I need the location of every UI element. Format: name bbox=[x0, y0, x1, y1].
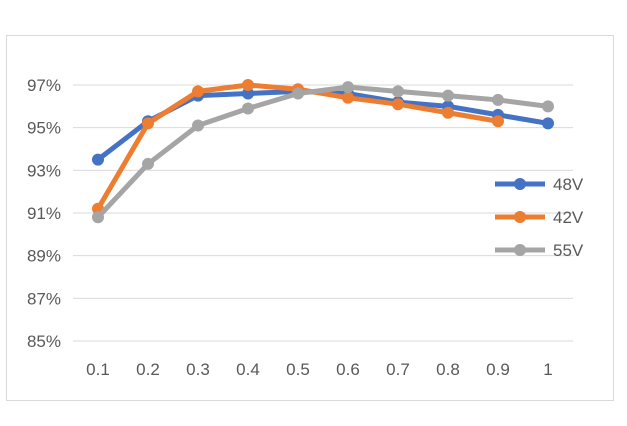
y-tick-label: 95% bbox=[27, 119, 61, 138]
data-point-42V bbox=[492, 115, 504, 128]
data-point-55V bbox=[542, 100, 554, 113]
data-point-55V bbox=[92, 211, 104, 224]
legend-swatch-marker bbox=[514, 244, 526, 256]
data-point-55V bbox=[192, 119, 204, 132]
legend: 48V 42V 55V bbox=[495, 175, 584, 260]
x-tick-label: 0.4 bbox=[236, 360, 260, 379]
data-point-55V bbox=[292, 87, 304, 100]
y-tick-label: 89% bbox=[27, 247, 61, 266]
data-point-55V bbox=[242, 102, 254, 115]
x-tick-label: 0.9 bbox=[486, 360, 510, 379]
data-point-42V bbox=[342, 91, 354, 104]
line-chart: 85% 87% 89% 91% 93% 95% 97% 0.1 0.2 0.3 0.4 0.5 0.6… bbox=[27, 76, 584, 379]
y-tick-label: 91% bbox=[27, 204, 61, 223]
x-tick-label: 0.8 bbox=[436, 360, 460, 379]
y-tick-label: 97% bbox=[27, 76, 61, 95]
y-axis-ticks: 85% 87% 89% 91% 93% 95% 97% bbox=[27, 76, 61, 351]
x-tick-label: 0.3 bbox=[186, 360, 210, 379]
data-point-42V bbox=[242, 79, 254, 91]
x-tick-label: 0.2 bbox=[136, 360, 160, 379]
x-tick-label: 1 bbox=[543, 360, 552, 379]
data-point-42V bbox=[192, 85, 204, 98]
legend-swatch-marker bbox=[514, 178, 526, 190]
legend-label: 48V bbox=[553, 175, 584, 194]
data-point-48V bbox=[242, 87, 254, 100]
data-point-55V bbox=[442, 89, 454, 102]
data-point-55V bbox=[342, 81, 354, 94]
data-point-48V bbox=[92, 153, 104, 166]
chart-area: 85% 87% 89% 91% 93% 95% 97% 0.1 0.2 0.3 0.4 0.5 0.6… bbox=[6, 35, 614, 401]
gridlines bbox=[73, 84, 573, 342]
data-point-42V bbox=[142, 117, 154, 130]
y-tick-label: 87% bbox=[27, 289, 61, 308]
x-tick-label: 0.5 bbox=[286, 360, 310, 379]
data-point-48V bbox=[542, 117, 554, 130]
legend-swatch-marker bbox=[514, 211, 526, 223]
series-lines bbox=[92, 79, 554, 224]
x-tick-label: 0.6 bbox=[336, 360, 360, 379]
x-tick-label: 0.1 bbox=[86, 360, 110, 379]
series-line-55V bbox=[95, 84, 551, 220]
y-tick-label: 85% bbox=[27, 332, 61, 351]
y-tick-label: 93% bbox=[27, 161, 61, 180]
data-point-55V bbox=[142, 157, 154, 170]
x-tick-label: 0.7 bbox=[386, 360, 410, 379]
data-point-42V bbox=[392, 98, 404, 111]
legend-label: 42V bbox=[553, 208, 584, 227]
data-point-55V bbox=[492, 93, 504, 106]
x-axis-ticks: 0.1 0.2 0.3 0.4 0.5 0.6 0.7 0.8 0.9 1 bbox=[86, 360, 553, 379]
data-point-42V bbox=[442, 106, 454, 119]
data-point-55V bbox=[392, 85, 404, 98]
legend-label: 55V bbox=[553, 241, 584, 260]
